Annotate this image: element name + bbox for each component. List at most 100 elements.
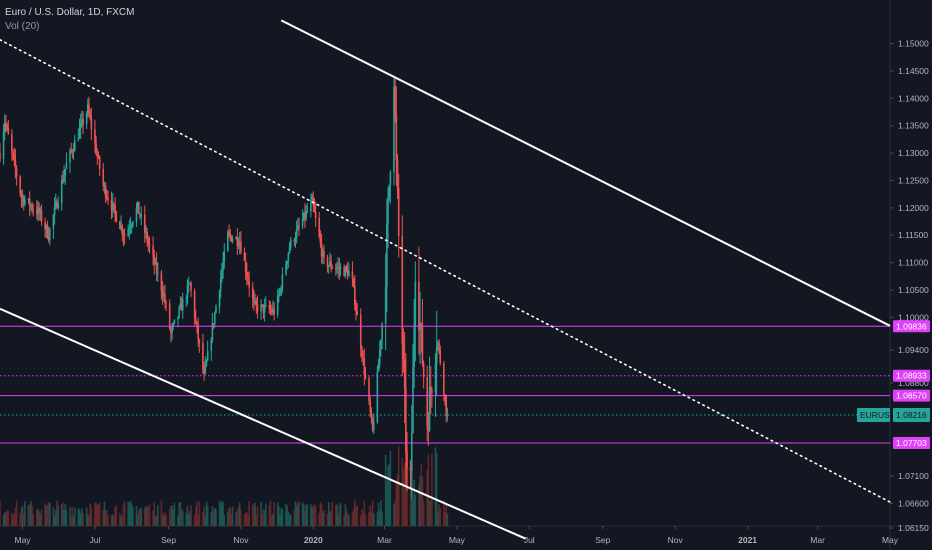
price-axis[interactable]: 1.15000 1.14500 1.14000 1.13500 1.13000 1.125…: [890, 39, 929, 533]
candle-body[interactable]: [72, 151, 75, 153]
candle-body[interactable]: [305, 211, 307, 219]
candle-body[interactable]: [295, 229, 298, 239]
candle-body[interactable]: [231, 239, 234, 242]
candle[interactable]: [181, 292, 184, 319]
candle[interactable]: [135, 202, 138, 227]
candle[interactable]: [329, 252, 331, 267]
candle[interactable]: [147, 235, 150, 252]
candle[interactable]: [265, 296, 267, 308]
candle[interactable]: [81, 110, 83, 128]
candle[interactable]: [64, 168, 67, 185]
candle[interactable]: [12, 149, 14, 161]
candle[interactable]: [206, 340, 209, 362]
candle-body[interactable]: [409, 467, 412, 471]
candle[interactable]: [162, 286, 165, 303]
candle-body[interactable]: [414, 281, 417, 328]
candle-body[interactable]: [237, 245, 240, 247]
candle-body[interactable]: [247, 276, 249, 282]
candle[interactable]: [56, 199, 58, 209]
candle[interactable]: [148, 236, 151, 254]
candle-body[interactable]: [165, 302, 167, 304]
candle[interactable]: [5, 114, 7, 133]
candle[interactable]: [54, 193, 57, 210]
candle[interactable]: [53, 197, 56, 225]
candle[interactable]: [32, 203, 35, 217]
candle[interactable]: [318, 211, 321, 239]
candle-body[interactable]: [128, 228, 131, 230]
candle[interactable]: [248, 271, 250, 297]
candle[interactable]: [286, 260, 288, 270]
candle[interactable]: [37, 200, 39, 222]
candle-body[interactable]: [418, 281, 420, 331]
candle[interactable]: [321, 247, 324, 265]
candle[interactable]: [279, 287, 281, 297]
candle-body[interactable]: [64, 168, 67, 176]
candle[interactable]: [186, 279, 189, 305]
candle-body[interactable]: [388, 184, 391, 198]
candle-body[interactable]: [244, 260, 247, 272]
candle-body[interactable]: [196, 321, 198, 327]
candle-body[interactable]: [14, 158, 17, 169]
candle[interactable]: [110, 191, 113, 220]
candle-body[interactable]: [202, 342, 204, 370]
candle[interactable]: [72, 142, 75, 160]
candle-body[interactable]: [139, 214, 141, 217]
candle-body[interactable]: [246, 271, 248, 277]
candle-body[interactable]: [106, 197, 108, 199]
candle[interactable]: [40, 204, 43, 226]
candle[interactable]: [363, 348, 366, 386]
candle-body[interactable]: [170, 328, 172, 333]
candle-body[interactable]: [104, 185, 107, 198]
candle[interactable]: [120, 215, 122, 232]
candle-body[interactable]: [302, 212, 305, 220]
candle[interactable]: [0, 143, 1, 163]
candle[interactable]: [359, 308, 362, 357]
candle-body[interactable]: [110, 200, 113, 211]
candle-body[interactable]: [52, 215, 55, 229]
candle[interactable]: [39, 206, 42, 221]
candle[interactable]: [314, 201, 317, 228]
candle[interactable]: [306, 202, 309, 214]
candle[interactable]: [261, 303, 264, 308]
candle[interactable]: [38, 202, 40, 221]
candle-body[interactable]: [94, 129, 96, 144]
candle-body[interactable]: [230, 235, 233, 242]
candle-body[interactable]: [393, 86, 395, 173]
time-axis[interactable]: May Jul Sep Nov 2020 Mar May Jul Sep Nov 2021 Mar Ma…: [15, 526, 899, 545]
candle[interactable]: [218, 289, 221, 314]
candle[interactable]: [338, 257, 341, 280]
candle[interactable]: [94, 119, 96, 154]
candle[interactable]: [229, 228, 232, 242]
candle-body[interactable]: [268, 305, 271, 310]
candle[interactable]: [143, 205, 146, 243]
candle[interactable]: [260, 299, 262, 320]
candle[interactable]: [419, 292, 421, 365]
candle-body[interactable]: [54, 201, 57, 207]
candle[interactable]: [285, 260, 287, 276]
candle-body[interactable]: [278, 294, 280, 296]
candle[interactable]: [211, 312, 214, 343]
candle[interactable]: [22, 194, 25, 211]
candle-body[interactable]: [107, 197, 109, 201]
candle[interactable]: [387, 187, 389, 249]
candle-body[interactable]: [326, 257, 329, 268]
candle[interactable]: [413, 298, 415, 388]
candle-body[interactable]: [287, 253, 290, 262]
candle[interactable]: [394, 77, 396, 123]
candle-body[interactable]: [146, 232, 148, 242]
candle-body[interactable]: [178, 307, 180, 317]
candle[interactable]: [429, 365, 432, 415]
channel-trendline[interactable]: [280, 19, 891, 327]
candle-body[interactable]: [2, 131, 5, 160]
candle[interactable]: [179, 296, 182, 310]
candle-body[interactable]: [148, 243, 151, 246]
candle-body[interactable]: [235, 237, 237, 240]
candle[interactable]: [177, 316, 179, 327]
candle[interactable]: [221, 263, 223, 283]
horizontal-levels[interactable]: [0, 325, 890, 444]
candle-body[interactable]: [53, 206, 56, 216]
candle-body[interactable]: [428, 387, 431, 431]
candle[interactable]: [79, 113, 82, 140]
candle[interactable]: [180, 296, 183, 311]
candle[interactable]: [187, 276, 190, 294]
